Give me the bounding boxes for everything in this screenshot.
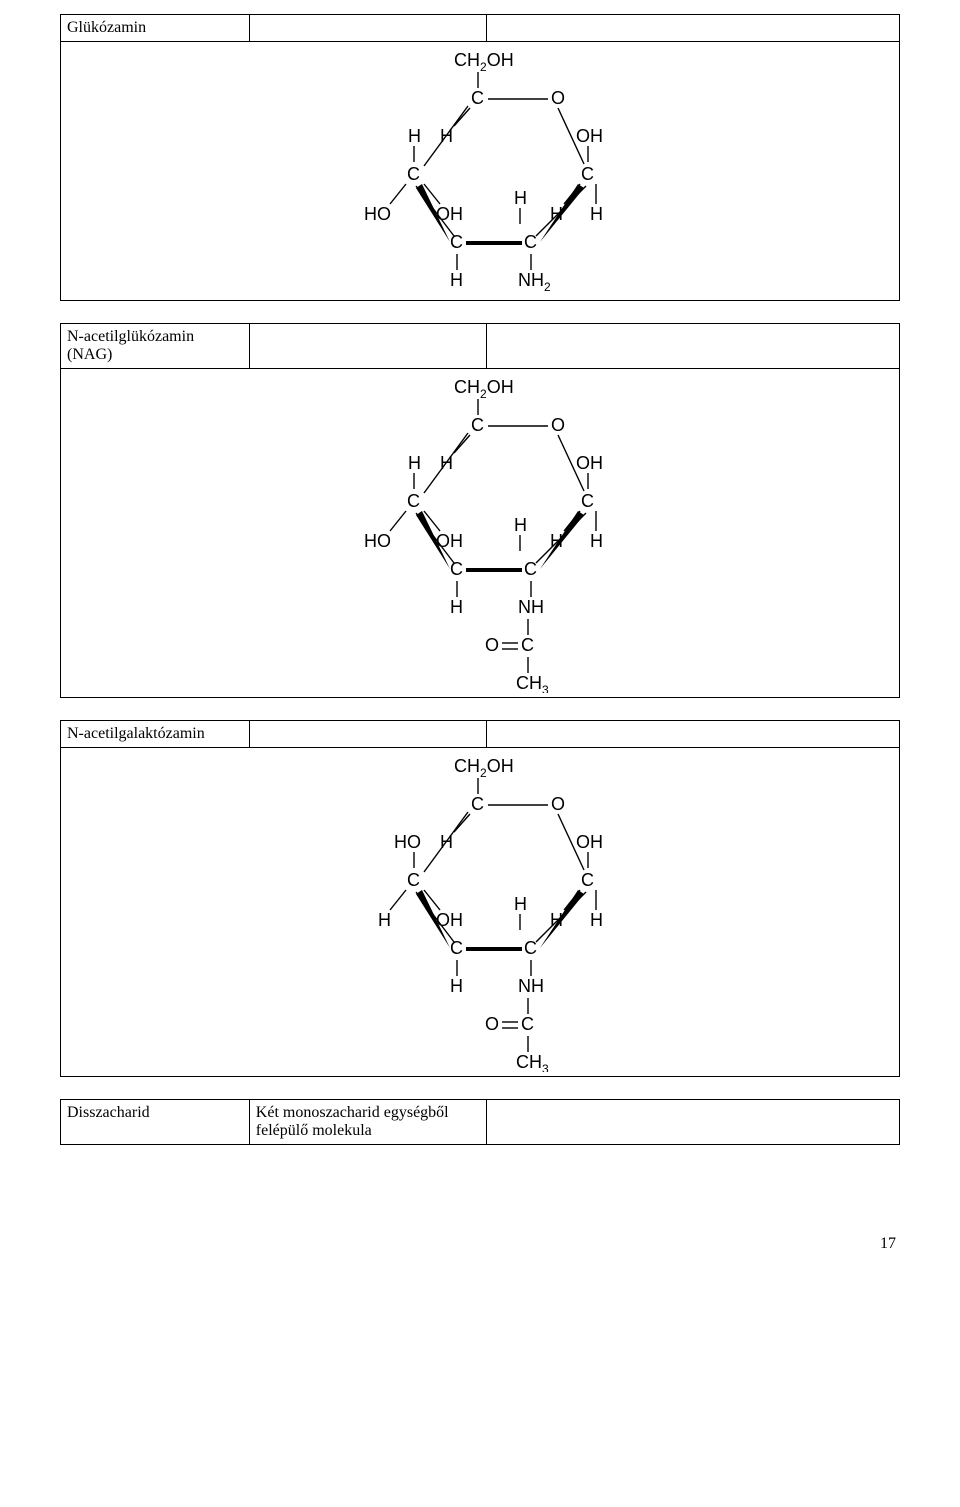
- svg-text:NH2: NH2: [518, 270, 551, 294]
- svg-text:O: O: [551, 794, 565, 814]
- svg-text:C: C: [471, 88, 484, 108]
- def-text: Két monoszacharid egységből felépülő mol…: [256, 1104, 449, 1139]
- def-cell: Két monoszacharid egységből felépülő mol…: [249, 1100, 486, 1145]
- term-label: N-acetilgalaktózamin: [67, 725, 205, 742]
- svg-text:OH: OH: [576, 126, 603, 146]
- svg-text:CH2OH: CH2OH: [454, 756, 514, 780]
- svg-text:H: H: [590, 910, 603, 930]
- extra-cell: [486, 324, 899, 369]
- row-disszacharid: Disszacharid Két monoszacharid egységből…: [60, 1099, 900, 1145]
- term-cell: N-acetilglükózamin (NAG): [61, 324, 250, 369]
- row-glukozamin: Glükózamin CH2OH C O H H C: [60, 14, 900, 301]
- svg-text:OH: OH: [436, 531, 463, 551]
- row-nag: N-acetilglükózamin (NAG) CH2OH C O H H C…: [60, 323, 900, 698]
- svg-text:OH: OH: [576, 832, 603, 852]
- svg-text:NH: NH: [518, 976, 544, 996]
- svg-text:H: H: [408, 453, 421, 473]
- svg-text:HO: HO: [394, 832, 421, 852]
- svg-text:H: H: [450, 597, 463, 617]
- svg-text:O: O: [485, 635, 499, 655]
- svg-text:C: C: [450, 559, 463, 579]
- svg-text:C: C: [524, 938, 537, 958]
- svg-text:C: C: [407, 164, 420, 184]
- page-number: 17: [60, 1145, 900, 1253]
- def-cell: [249, 15, 486, 42]
- row-galnac: N-acetilgalaktózamin CH2OH C O H HO C OH: [60, 720, 900, 1077]
- svg-text:NH: NH: [518, 597, 544, 617]
- svg-text:H: H: [408, 126, 421, 146]
- svg-text:C: C: [450, 938, 463, 958]
- diagram-cell-nag: CH2OH C O H H C OH C HO OH H: [61, 369, 900, 698]
- svg-text:CH3: CH3: [516, 1052, 549, 1072]
- term-label: N-acetilglükózamin (NAG): [67, 328, 194, 363]
- svg-text:H: H: [450, 976, 463, 996]
- svg-text:O: O: [485, 1014, 499, 1034]
- diagram-cell-galnac: CH2OH C O H HO C OH C H OH: [61, 748, 900, 1077]
- svg-text:OH: OH: [436, 910, 463, 930]
- svg-text:O: O: [551, 415, 565, 435]
- molecule-nag: CH2OH C O H H C OH C HO OH H: [350, 373, 610, 693]
- def-cell: [249, 324, 486, 369]
- svg-text:H: H: [590, 531, 603, 551]
- svg-text:C: C: [450, 232, 463, 252]
- svg-text:CH2OH: CH2OH: [454, 50, 514, 74]
- svg-text:C: C: [524, 232, 537, 252]
- term-cell: Glükózamin: [61, 15, 250, 42]
- extra-cell: [486, 15, 899, 42]
- def-cell: [249, 721, 486, 748]
- svg-text:HO: HO: [364, 531, 391, 551]
- svg-text:H: H: [450, 270, 463, 290]
- svg-text:C: C: [521, 1014, 534, 1034]
- svg-text:C: C: [471, 794, 484, 814]
- svg-text:H: H: [590, 204, 603, 224]
- svg-text:C: C: [407, 491, 420, 511]
- term-label: Disszacharid: [67, 1104, 150, 1121]
- term-cell: Disszacharid: [61, 1100, 250, 1145]
- term-label: Glükózamin: [67, 19, 146, 36]
- svg-text:CH3: CH3: [516, 673, 549, 693]
- svg-text:CH2OH: CH2OH: [454, 377, 514, 401]
- svg-text:C: C: [581, 491, 594, 511]
- svg-text:O: O: [551, 88, 565, 108]
- svg-text:C: C: [581, 164, 594, 184]
- svg-text:H: H: [514, 515, 527, 535]
- diagram-cell-glukozamin: CH2OH C O H H C OH: [61, 42, 900, 301]
- svg-text:C: C: [471, 415, 484, 435]
- svg-text:H: H: [378, 910, 391, 930]
- extra-cell: [486, 1100, 899, 1145]
- molecule-glukozamin: CH2OH C O H H C OH: [350, 46, 610, 296]
- molecule-galnac: CH2OH C O H HO C OH C H OH: [350, 752, 610, 1072]
- svg-text:H: H: [514, 894, 527, 914]
- svg-text:C: C: [581, 870, 594, 890]
- term-cell: N-acetilgalaktózamin: [61, 721, 250, 748]
- svg-text:OH: OH: [576, 453, 603, 473]
- svg-text:C: C: [524, 559, 537, 579]
- svg-text:C: C: [407, 870, 420, 890]
- svg-text:C: C: [521, 635, 534, 655]
- svg-text:HO: HO: [364, 204, 391, 224]
- svg-text:OH: OH: [436, 204, 463, 224]
- extra-cell: [486, 721, 899, 748]
- svg-text:H: H: [514, 188, 527, 208]
